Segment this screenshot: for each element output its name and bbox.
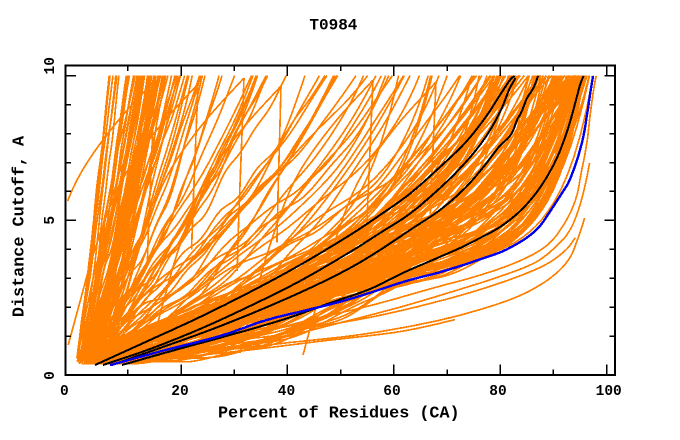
svg-text:40: 40: [278, 384, 295, 400]
svg-text:5: 5: [43, 216, 59, 225]
svg-text:20: 20: [171, 384, 188, 400]
svg-text:10: 10: [43, 57, 59, 74]
svg-text:0: 0: [60, 384, 69, 400]
svg-text:T0984: T0984: [309, 17, 357, 35]
svg-text:Distance Cutoff, A: Distance Cutoff, A: [11, 135, 30, 317]
svg-text:80: 80: [489, 384, 506, 400]
svg-text:Percent of Residues (CA): Percent of Residues (CA): [218, 405, 460, 424]
svg-text:0: 0: [43, 371, 59, 380]
svg-text:60: 60: [383, 384, 400, 400]
svg-text:100: 100: [596, 384, 622, 400]
